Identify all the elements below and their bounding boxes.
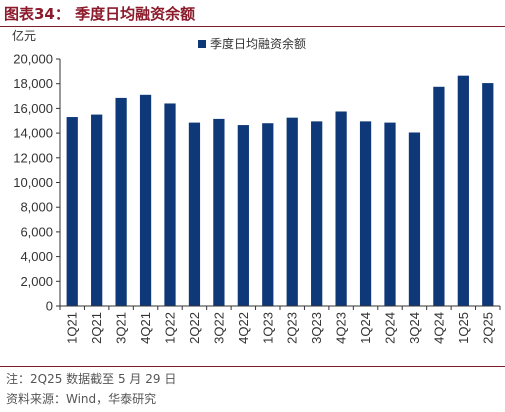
x-tick-label: 3Q21 [114,312,129,344]
chart-title: 图表34： 季度日均融资余额 [4,5,196,23]
y-tick-label: 4,000 [20,249,53,264]
y-unit-label: 亿元 [12,28,36,43]
bar [91,114,103,306]
bar [213,118,225,307]
y-tick-label: 10,000 [13,175,53,190]
bars [66,75,494,307]
x-tick-label: 2Q24 [383,312,398,344]
y-tick-label: 20,000 [13,52,53,67]
y-tick-label: 12,000 [13,150,53,165]
x-tick-label: 1Q23 [260,312,275,344]
x-tick-label: 1Q25 [456,312,471,344]
y-tick-label: 18,000 [13,76,53,91]
bar-chart: 亿元 季度日均融资余额 0 2,000 4,000 6,000 8,000 10,000 1… [12,28,501,344]
divider [0,366,505,367]
x-tick-label: 3Q24 [407,312,422,344]
y-tick-label: 6,000 [20,224,53,239]
bar [164,103,176,307]
title-bar: 图表34： 季度日均融资余额 [0,0,505,27]
bar [482,83,494,306]
x-tick-label: 4Q22 [236,312,251,344]
bar [66,117,78,306]
x-tick-label: 4Q24 [431,312,446,344]
y-tick-label: 2,000 [20,274,53,289]
footnote: 注：2Q25 数据截至 5 月 29 日 [6,372,177,386]
bar [335,111,347,306]
y-tick-label: 16,000 [13,101,53,116]
x-tick-label: 2Q22 [187,312,202,344]
x-tick-label: 2Q21 [89,312,104,344]
bar [139,94,152,306]
x-tick-label: 4Q21 [138,312,153,344]
bar [311,121,323,307]
legend-swatch [198,40,206,48]
source-note: 资料来源：Wind，华泰研究 [6,392,157,406]
legend: 季度日均融资余额 [198,36,306,51]
y-axis: 0 2,000 4,000 6,000 8,000 10,000 12,000 14,000 1… [13,52,61,314]
bar [262,123,274,306]
legend-label: 季度日均融资余额 [210,36,306,51]
bar [286,117,298,306]
y-tick-label: 14,000 [13,126,53,141]
bar [115,97,127,306]
x-tick-label: 2Q25 [480,312,495,344]
bar [237,125,249,306]
x-tick-label: 3Q22 [211,312,226,344]
bar [433,86,445,306]
bar [188,122,201,306]
x-tick-label: 1Q22 [163,312,178,344]
y-tick-label: 8,000 [20,200,53,215]
bar [384,122,396,306]
bar [359,121,372,307]
bar [408,132,421,306]
bar [457,75,469,306]
x-tick-label: 1Q24 [358,312,373,344]
x-tick-label: 2Q23 [285,312,300,344]
x-tick-label: 4Q23 [334,312,349,344]
x-tick-label: 1Q21 [65,312,80,344]
y-tick-label: 0 [46,299,53,314]
x-tick-label: 3Q23 [309,312,324,344]
x-axis: 1Q21 2Q21 3Q21 4Q21 1Q22 2Q22 3Q22 4Q22 1Q23 2Q23… [59,305,501,344]
